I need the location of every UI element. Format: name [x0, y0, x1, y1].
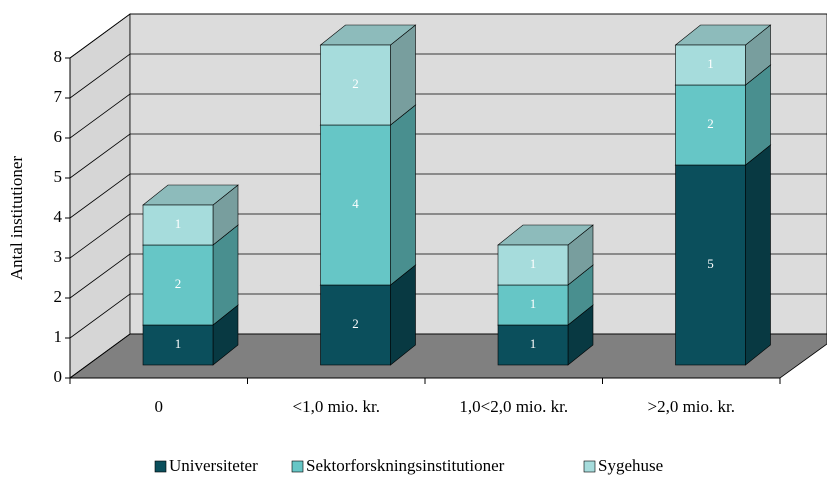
- y-axis-title: Antal institutioner: [7, 156, 26, 281]
- data-label: 1: [175, 216, 182, 231]
- legend-label: Universiteter: [169, 456, 258, 475]
- x-tick-label: 1,0<2,0 mio. kr.: [459, 397, 568, 416]
- grid-line: [69, 333, 827, 379]
- bar: [497, 284, 569, 326]
- bar: [675, 44, 746, 86]
- y-tick-label: 7: [54, 87, 63, 106]
- data-label: 1: [530, 336, 537, 351]
- bar: [497, 244, 569, 286]
- bar-side: [745, 144, 771, 366]
- y-tick-label: 2: [54, 287, 63, 306]
- x-tick-label: <1,0 mio. kr.: [292, 397, 380, 416]
- x-tick-label: 0: [155, 397, 164, 416]
- y-tick-label: 0: [54, 367, 63, 386]
- x-tick-label: >2,0 mio. kr.: [647, 397, 735, 416]
- bar: [320, 124, 391, 286]
- grid-line: [69, 93, 827, 139]
- data-label: 1: [707, 56, 714, 71]
- bar: [675, 84, 746, 166]
- grid-line: [69, 133, 827, 179]
- data-label: 2: [175, 276, 182, 291]
- y-tick-label: 5: [54, 167, 63, 186]
- legend-label: Sygehuse: [598, 456, 663, 475]
- y-tick-label: 8: [54, 47, 63, 66]
- y-tick-label: 3: [54, 247, 63, 266]
- data-label: 2: [352, 76, 359, 91]
- y-tick-label: 1: [54, 327, 63, 346]
- legend-swatch: [583, 460, 596, 473]
- data-label: 1: [530, 296, 537, 311]
- data-label: 2: [352, 316, 359, 331]
- bar: [497, 324, 569, 366]
- bar: [675, 164, 746, 366]
- bar: [142, 204, 214, 246]
- bar: [320, 44, 391, 126]
- data-label: 2: [707, 116, 714, 131]
- grid-line: [69, 213, 827, 259]
- y-tick-label: 6: [54, 127, 63, 146]
- y-tick-label: 4: [54, 207, 63, 226]
- data-label: 4: [352, 196, 359, 211]
- grid-line: [69, 293, 827, 339]
- grid-line: [69, 173, 827, 219]
- bar-side: [390, 104, 416, 286]
- data-label: 5: [707, 256, 714, 271]
- legend-swatch: [291, 460, 304, 473]
- data-label: 1: [530, 256, 537, 271]
- grid-line: [69, 13, 827, 59]
- legend-swatch: [154, 460, 167, 473]
- grid-line: [69, 253, 827, 299]
- bar: [142, 324, 214, 366]
- data-label: 1: [175, 336, 182, 351]
- bar: [142, 244, 214, 326]
- bar: [320, 284, 391, 366]
- grid-line: [69, 53, 827, 99]
- legend-label: Sektorforskningsinstitutioner: [306, 456, 505, 475]
